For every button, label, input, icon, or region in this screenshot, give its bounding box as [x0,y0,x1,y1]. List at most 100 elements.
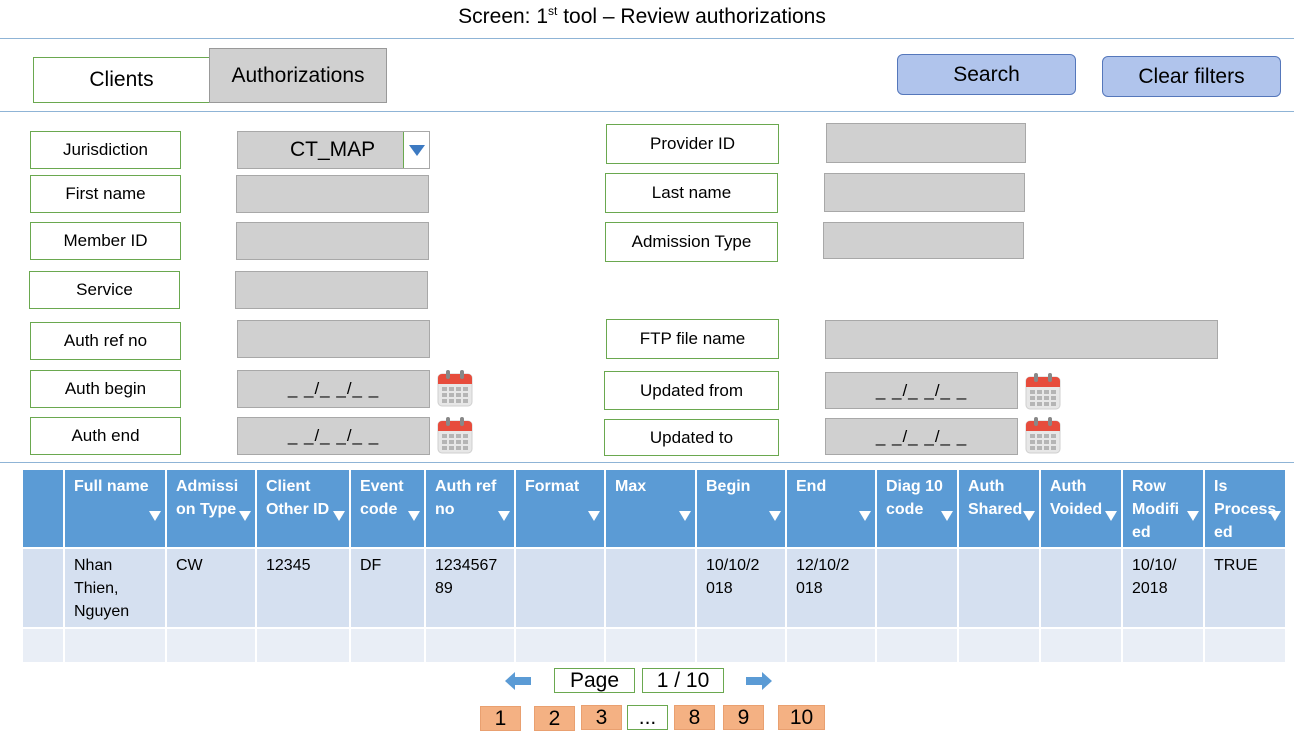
calendar-icon[interactable] [437,416,473,454]
table-cell: 1234567 89 [426,549,516,627]
table-cell-line: DF [360,557,382,574]
filter-triangle-icon[interactable] [1269,511,1281,521]
column-header-label [74,521,165,544]
page-button-1[interactable]: 1 [480,706,521,731]
filter-triangle-icon[interactable] [239,511,251,521]
table-cell-line [435,600,514,623]
admission-type-input[interactable] [823,222,1024,259]
last-name-label: Last name [605,173,778,213]
filter-triangle-icon[interactable] [679,511,691,521]
page-button-9[interactable]: 9 [723,705,764,730]
ftp-file-name-input[interactable] [825,320,1218,359]
table-cell-line [615,577,695,600]
page-button-10[interactable]: 10 [778,705,825,730]
table-cell-line: 018 [706,580,733,597]
calendar-icon[interactable] [437,369,473,407]
column-header-label [706,521,785,544]
column-header[interactable]: Is Process ed [1205,470,1287,547]
column-header[interactable]: Format [516,470,606,547]
provider-id-input[interactable] [826,123,1026,163]
page-indicator: 1 / 10 [642,668,724,693]
column-header[interactable]: Max [606,470,697,547]
filter-triangle-icon[interactable] [1105,511,1117,521]
filter-triangle-icon[interactable] [1187,511,1199,521]
column-header-label: Diag 10 [886,478,943,495]
table-cell-line: 2018 [1132,580,1168,597]
right-arrow-icon[interactable] [746,672,772,690]
column-header[interactable]: Admissi on Type [167,470,257,547]
column-header[interactable]: Row Modifi ed [1123,470,1205,547]
table-cell-line: 018 [796,580,823,597]
calendar-icon[interactable] [1025,416,1061,454]
column-header[interactable]: Auth ref no [426,470,516,547]
page-button-3[interactable]: 3 [581,705,622,730]
filter-triangle-icon[interactable] [588,511,600,521]
chevron-down-icon [408,144,425,156]
table-cell-line [525,554,604,577]
column-header-label [32,521,63,544]
left-arrow-icon[interactable] [505,672,531,690]
column-header[interactable]: Auth Shared [959,470,1041,547]
calendar-icon[interactable] [1025,372,1061,410]
column-header-label: Format [525,478,580,495]
table-cell: 10/10/2018 [1123,549,1205,627]
service-input[interactable] [235,271,428,309]
column-header[interactable]: Begin [697,470,787,547]
auth-begin-input[interactable]: _ _/_ _/_ _ [237,370,430,408]
empty-table-cell [959,629,1041,662]
table-cell-line [1050,577,1121,600]
auth-ref-no-input[interactable] [237,320,430,358]
column-header-label: Shared [968,501,1023,518]
filter-triangle-icon[interactable] [498,511,510,521]
column-header-label: Begin [706,478,751,495]
updated-to-input[interactable]: _ _/_ _/_ _ [825,418,1018,455]
table-cell-line [706,600,785,623]
member-id-label: Member ID [30,222,181,260]
column-header-label [615,521,695,544]
first-name-input[interactable] [236,175,429,213]
filter-triangle-icon[interactable] [941,511,953,521]
updated-from-input[interactable]: _ _/_ _/_ _ [825,372,1018,409]
column-header[interactable]: Diag 10 code [877,470,959,547]
table-cell: 10/10/2 018 [697,549,787,627]
table-cell-line [1214,600,1285,623]
column-header[interactable]: End [787,470,877,547]
tab-clients[interactable]: Clients [33,57,210,103]
filter-triangle-icon[interactable] [1023,511,1035,521]
column-header-label: ed [1214,524,1233,541]
table-cell-line: Thien, [74,580,119,597]
column-header-label: no [435,501,455,518]
table-cell-line [360,577,424,600]
jurisdiction-select[interactable]: CT_MAP [237,131,430,169]
column-header[interactable]: Full name [65,470,167,547]
jurisdiction-dropdown-button[interactable] [403,132,429,168]
column-header[interactable]: Client Other ID [257,470,351,547]
filter-triangle-icon[interactable] [408,511,420,521]
tab-authorizations[interactable]: Authorizations [209,48,387,103]
table-cell-line [1132,600,1203,623]
divider [0,38,1294,39]
column-header-label: Auth ref [435,478,497,495]
table-cell: DF [351,549,426,627]
filter-triangle-icon[interactable] [859,511,871,521]
last-name-input[interactable] [824,173,1025,212]
admission-type-label: Admission Type [605,222,778,262]
auth-end-value: _ _/_ _/_ _ [287,426,380,445]
table-cell-line: 10/10/2 [706,557,760,574]
table-cell-line [615,600,695,623]
table-cell: 12/10/2 018 [787,549,877,627]
column-header[interactable]: Event code [351,470,426,547]
auth-end-input[interactable]: _ _/_ _/_ _ [237,417,430,455]
page-button-8[interactable]: 8 [674,705,715,730]
column-header[interactable] [23,470,65,547]
search-button[interactable]: Search [897,54,1076,95]
filter-triangle-icon[interactable] [149,511,161,521]
page-button-2[interactable]: 2 [534,706,575,731]
table-cell-line [968,577,1039,600]
column-header[interactable]: Auth Voided [1041,470,1123,547]
table-cell-line [1050,554,1121,577]
member-id-input[interactable] [236,222,429,260]
filter-triangle-icon[interactable] [769,511,781,521]
clear-filters-button[interactable]: Clear filters [1102,56,1281,97]
filter-triangle-icon[interactable] [333,511,345,521]
